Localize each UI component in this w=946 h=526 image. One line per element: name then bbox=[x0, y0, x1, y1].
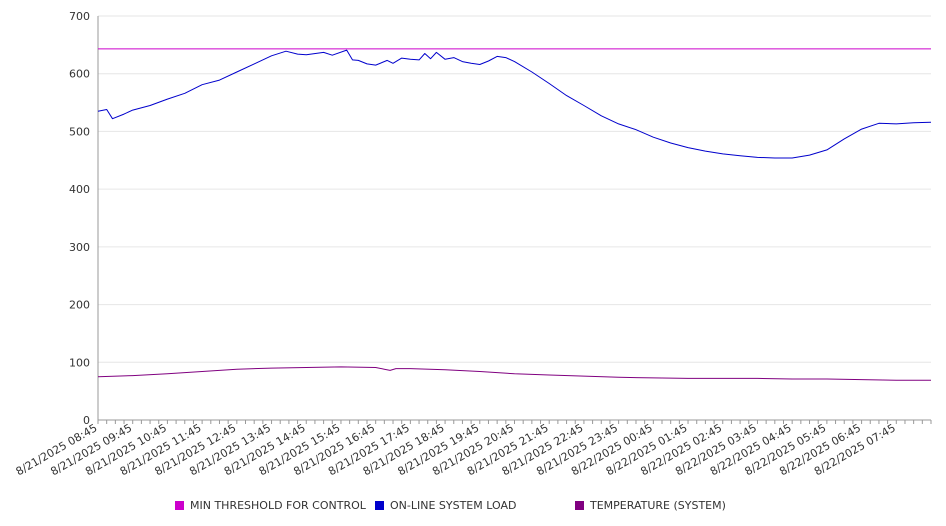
y-tick-label: 0 bbox=[83, 414, 90, 427]
series-line-2 bbox=[97, 366, 931, 381]
legend-item-temperature[interactable]: TEMPERATURE (SYSTEM) bbox=[575, 499, 726, 512]
y-tick-label: 100 bbox=[69, 356, 90, 369]
y-tick-label: 600 bbox=[69, 68, 90, 81]
legend-label-temperature: TEMPERATURE (SYSTEM) bbox=[590, 499, 726, 512]
y-tick-label: 500 bbox=[69, 125, 90, 138]
legend-item-system-load[interactable]: ON-LINE SYSTEM LOAD bbox=[375, 499, 516, 512]
y-tick-label: 300 bbox=[69, 241, 90, 254]
y-tick-label: 400 bbox=[69, 183, 90, 196]
y-tick-label: 200 bbox=[69, 299, 90, 312]
legend-item-threshold[interactable]: MIN THRESHOLD FOR CONTROL bbox=[175, 499, 366, 512]
legend-swatch-threshold bbox=[175, 501, 184, 510]
series-line-1 bbox=[97, 49, 932, 159]
legend-label-system-load: ON-LINE SYSTEM LOAD bbox=[390, 499, 517, 512]
legend-swatch-system-load bbox=[375, 501, 384, 510]
legend-label-threshold: MIN THRESHOLD FOR CONTROL bbox=[190, 499, 366, 512]
legend-swatch-temperature bbox=[575, 501, 584, 510]
legend: MIN THRESHOLD FOR CONTROL ON-LINE SYSTEM… bbox=[0, 496, 946, 516]
y-tick-label: 700 bbox=[69, 10, 90, 23]
